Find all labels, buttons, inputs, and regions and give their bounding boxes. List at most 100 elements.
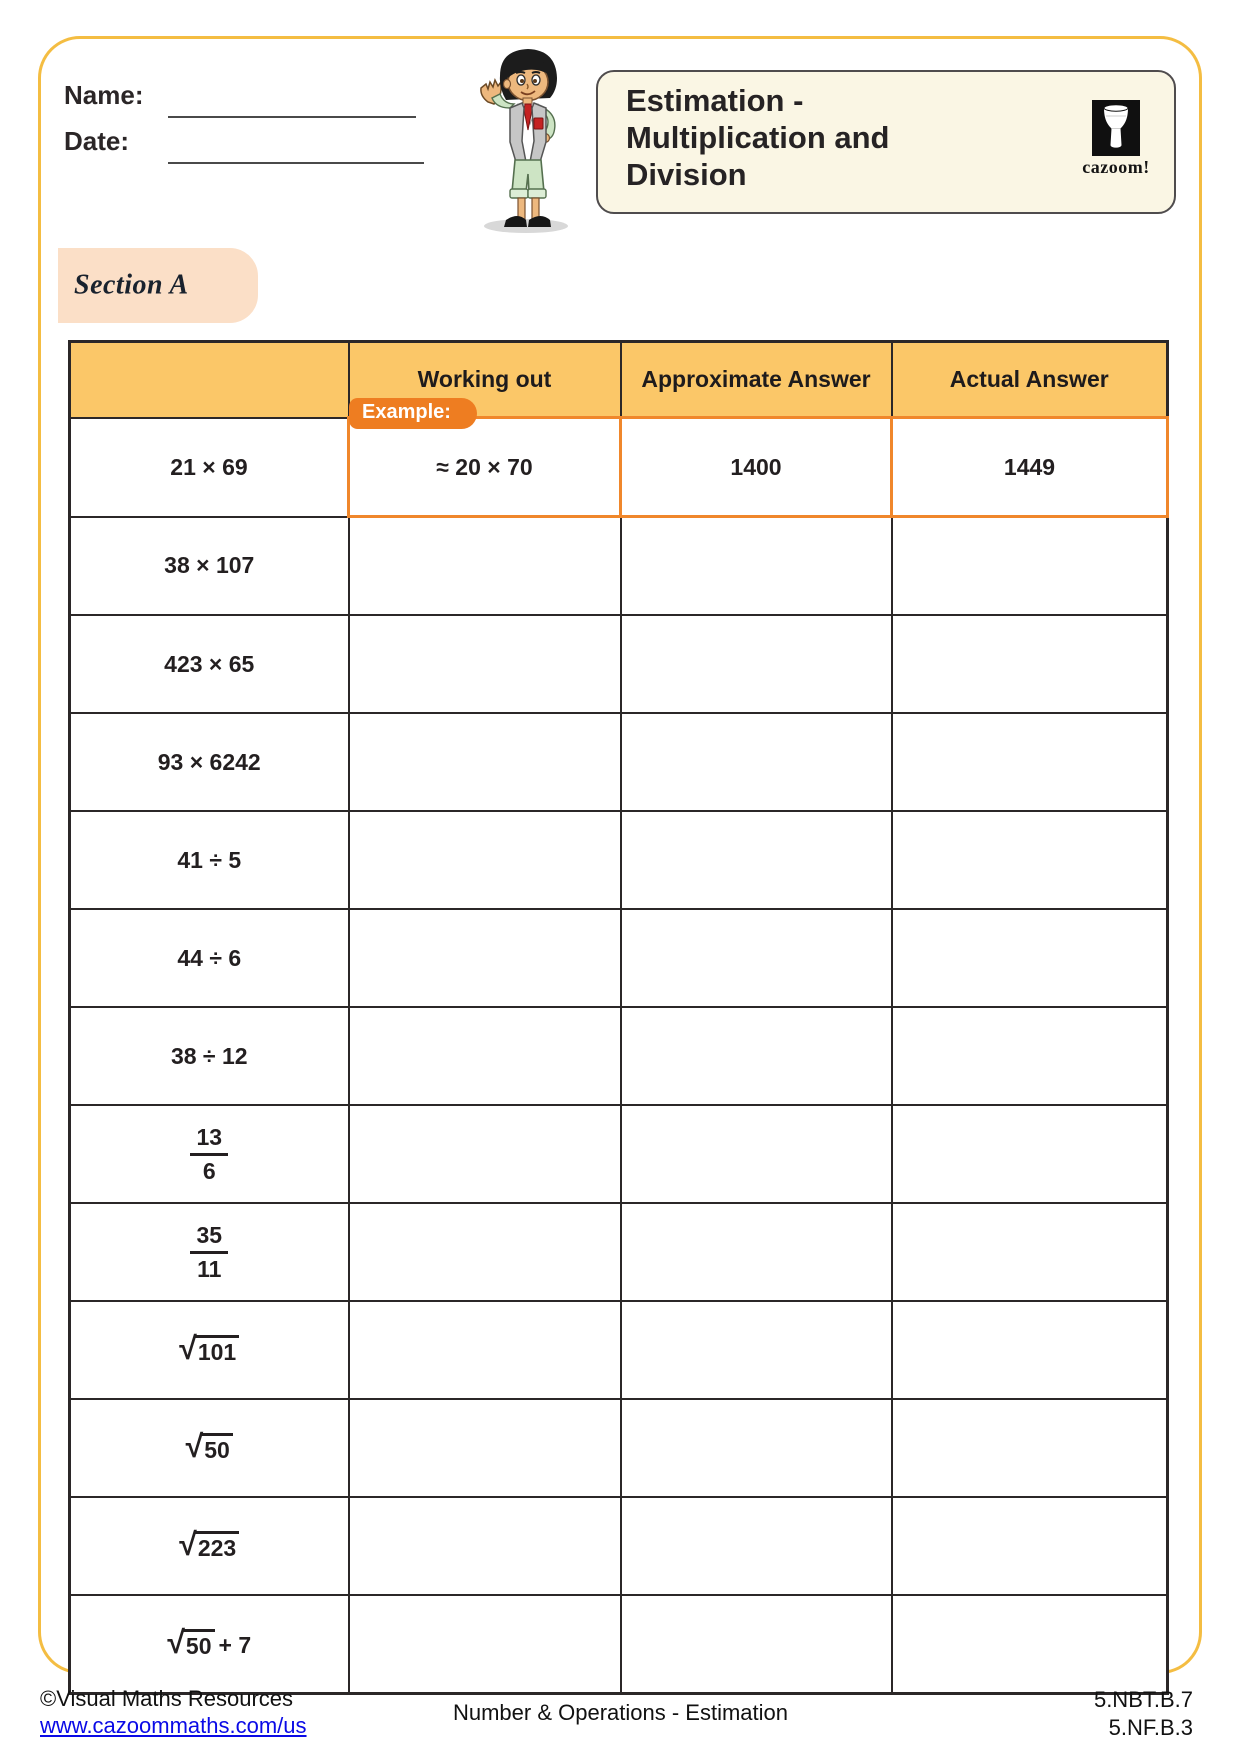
cazoom-logo: cazoom! [1078,100,1154,178]
actual-answer-cell[interactable] [890,1202,1169,1302]
name-input-line[interactable] [168,88,416,118]
worksheet-table-body: 21 × 69 ≈ 20 × 70 1400 1449 38 × 107 423 × 65… [68,416,1169,1695]
actual-answer-cell[interactable] [890,712,1169,812]
expression-text: 21 × 69 [170,453,248,480]
section-a-badge: Section A [58,248,258,323]
actual-answer-cell[interactable] [890,810,1169,910]
example-badge: Example: [349,398,477,429]
working-out-cell[interactable] [347,810,622,910]
working-out-cell[interactable] [347,614,622,714]
actual-answer-cell[interactable] [890,1594,1169,1695]
table-row: 35 11 [68,1202,1169,1302]
sqrt-expression: √ 223 [179,1526,240,1562]
actual-answer-cell[interactable] [890,1496,1169,1596]
expression-text: 44 ÷ 6 [177,944,242,971]
expression-cell: √ 223 [68,1496,350,1596]
expression-cell: 38 ÷ 12 [68,1006,350,1106]
date-label: Date: [64,126,130,156]
expression-suffix: + 7 [218,1632,252,1658]
table-header-row: Working out Approximate Answer Actual An… [68,340,1169,419]
approximate-answer-cell[interactable] [619,614,893,714]
approximate-answer-cell[interactable] [619,1006,893,1106]
sqrt-expression: √ 101 [179,1330,240,1366]
name-label: Name: [64,80,144,110]
footer-website-link[interactable]: www.cazoommaths.com/us [40,1713,307,1738]
radicand: 50 [182,1629,215,1658]
approximate-answer-cell[interactable] [619,515,893,616]
radical-sign-icon: √ [179,1526,197,1562]
header-cell-actual-answer: Actual Answer [890,340,1169,419]
expression-cell: 13 6 [68,1104,350,1204]
date-input-line[interactable] [168,134,424,164]
fraction-numerator: 13 [190,1125,229,1156]
fraction-denominator: 11 [197,1255,222,1282]
working-out-cell[interactable] [347,908,622,1008]
cazoom-drum-icon [1092,100,1140,156]
approximate-answer-cell[interactable] [619,1202,893,1302]
worksheet-table: Working out Approximate Answer Actual An… [68,340,1169,1695]
working-out-cell[interactable] [347,1006,622,1106]
working-out-cell[interactable] [347,1104,622,1204]
table-row: 423 × 65 [68,614,1169,714]
actual-answer-cell[interactable] [890,908,1169,1008]
table-row: √ 223 [68,1496,1169,1596]
table-row: 41 ÷ 5 [68,810,1169,910]
approximate-answer-cell[interactable] [619,1104,893,1204]
actual-answer-cell[interactable] [890,1300,1169,1400]
fraction-denominator: 6 [202,1157,216,1184]
actual-answer-cell[interactable] [890,515,1169,616]
approximate-answer-cell[interactable] [619,1594,893,1695]
expression-cell: 44 ÷ 6 [68,908,350,1008]
footer-standard-codes: 5.NBT.B.7 5.NF.B.3 [1094,1686,1193,1742]
footer-copyright: ©Visual Maths Resources [40,1686,294,1711]
actual-answer-cell[interactable] [890,1104,1169,1204]
expression-text: 423 × 65 [164,650,255,677]
working-out-cell[interactable] [347,1398,622,1498]
table-row: √ 101 [68,1300,1169,1400]
approximate-answer-cell[interactable] [619,810,893,910]
table-row: 38 ÷ 12 [68,1006,1169,1106]
table-row: 44 ÷ 6 [68,908,1169,1008]
working-out-cell[interactable] [347,712,622,812]
table-row: 13 6 [68,1104,1169,1204]
radicand: 223 [194,1531,240,1560]
expression-cell: √ 101 [68,1300,350,1400]
footer-topic: Number & Operations - Estimation [452,1700,789,1725]
fraction-expression: 13 6 [190,1125,229,1184]
header-cell-approximate-answer: Approximate Answer [619,340,893,419]
table-row: 93 × 6242 [68,712,1169,812]
table-row: √ 50 + 7 [68,1594,1169,1695]
approximate-answer-cell[interactable] [619,1398,893,1498]
expression-text: 38 ÷ 12 [170,1042,248,1069]
approximate-answer-cell[interactable] [619,1496,893,1596]
working-out-cell[interactable] [347,1300,622,1400]
table-row: √ 50 [68,1398,1169,1498]
approximate-answer-cell[interactable] [619,908,893,1008]
title-box: Estimation - Multiplication and Division… [596,70,1176,214]
boy-mascot-illustration [480,49,568,233]
cazoom-logo-text: cazoom! [1082,157,1150,177]
expression-cell: √ 50 [68,1398,350,1498]
expression-cell: 38 × 107 [68,515,350,616]
standard-code: 5.NBT.B.7 [1093,1687,1193,1712]
expression-cell: 35 11 [68,1202,350,1302]
working-out-cell[interactable] [347,1496,622,1596]
expression-cell: 21 × 69 [68,416,350,518]
actual-answer-cell[interactable] [890,1398,1169,1498]
page-title: Estimation - Multiplication and Division [626,83,890,192]
actual-answer-cell[interactable] [890,614,1169,714]
fraction-expression: 35 11 [190,1223,229,1282]
approximate-answer-cell: 1400 [619,416,893,518]
approximate-answer-cell[interactable] [619,712,893,812]
working-out-cell[interactable] [347,1594,622,1695]
working-out-cell[interactable] [347,515,622,616]
actual-answer-cell[interactable] [890,1006,1169,1106]
radical-sign-icon: √ [179,1330,197,1366]
expression-cell: √ 50 + 7 [68,1594,350,1695]
expression-cell: 423 × 65 [68,614,350,714]
fraction-numerator: 35 [190,1223,229,1254]
approximate-answer-cell[interactable] [619,1300,893,1400]
working-out-cell[interactable] [347,1202,622,1302]
sqrt-expression: √ 50 + 7 [167,1626,252,1658]
header-cell-expression [68,340,350,419]
